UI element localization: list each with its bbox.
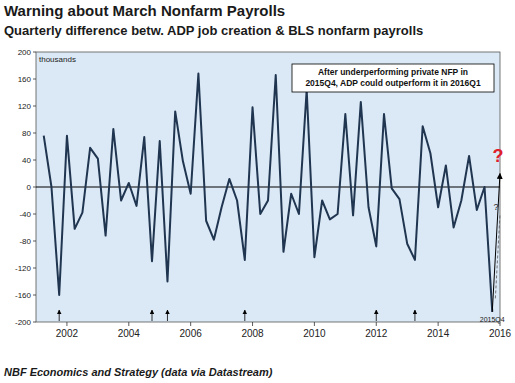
- y-tick-label: -120: [15, 264, 32, 273]
- chart: Warning about March Nonfarm Payrolls Quar…: [0, 0, 515, 383]
- y-tick: [33, 133, 36, 134]
- x-tick-label: 2008: [241, 328, 264, 339]
- trough-arrow: [167, 310, 168, 321]
- y-tick-label: -200: [15, 318, 32, 327]
- x-tick: [66, 322, 67, 326]
- y-tick-label: 80: [22, 129, 31, 138]
- x-tick-label: 2002: [56, 328, 79, 339]
- y-tick: [33, 106, 36, 107]
- x-tick-label: 2006: [180, 328, 203, 339]
- projection-arrow: [492, 174, 500, 312]
- title: Warning about March Nonfarm Payrolls: [4, 2, 285, 19]
- trough-arrow: [59, 310, 60, 321]
- y-tick-label: -40: [19, 210, 31, 219]
- annotation-box: [292, 64, 494, 92]
- y-tick: [33, 322, 36, 323]
- y-label: thousands: [39, 55, 76, 64]
- trough-arrow: [376, 310, 377, 321]
- y-tick: [33, 187, 36, 188]
- dashed-projection: [495, 214, 500, 298]
- y-tick-label: 120: [18, 102, 32, 111]
- plot-area: [36, 52, 500, 322]
- point-label: 2015Q4: [480, 316, 505, 324]
- dashed-projection-label: ?: [493, 202, 498, 212]
- y-tick: [33, 268, 36, 269]
- y-tick: [33, 241, 36, 242]
- annotation-text: 2015Q4, ADP could outperform it in 2016Q…: [305, 78, 481, 88]
- x-tick: [376, 322, 377, 326]
- trough-arrow: [152, 310, 153, 321]
- source: NBF Economics and Strategy (data via Dat…: [4, 366, 273, 378]
- y-tick: [33, 295, 36, 296]
- data-group: [44, 74, 493, 312]
- x-tick-label: 2004: [118, 328, 141, 339]
- x-tick: [252, 322, 253, 326]
- x-tick-label: 2012: [365, 328, 388, 339]
- trough-arrow: [244, 310, 245, 321]
- trough-arrow: [414, 310, 415, 321]
- y-tick-label: -160: [15, 291, 32, 300]
- x-tick-label: 2016: [489, 328, 512, 339]
- x-tick: [438, 322, 439, 326]
- y-tick: [33, 79, 36, 80]
- x-tick: [190, 322, 191, 326]
- x-tick: [314, 322, 315, 326]
- y-tick: [33, 52, 36, 53]
- y-tick-label: -80: [19, 237, 31, 246]
- y-tick: [33, 160, 36, 161]
- y-tick-label: 0: [27, 183, 32, 192]
- x-tick: [128, 322, 129, 326]
- projection-label: ?: [493, 146, 504, 166]
- annotation-text: After underperforming private NFP in: [318, 67, 468, 77]
- y-tick-label: 40: [22, 156, 31, 165]
- y-tick-label: 160: [18, 75, 32, 84]
- series-line: [44, 74, 493, 312]
- x-tick-label: 2014: [427, 328, 450, 339]
- y-tick: [33, 214, 36, 215]
- y-tick-label: 200: [18, 48, 32, 57]
- x-tick-label: 2010: [303, 328, 326, 339]
- subtitle: Quarterly difference betw. ADP job creat…: [4, 23, 423, 38]
